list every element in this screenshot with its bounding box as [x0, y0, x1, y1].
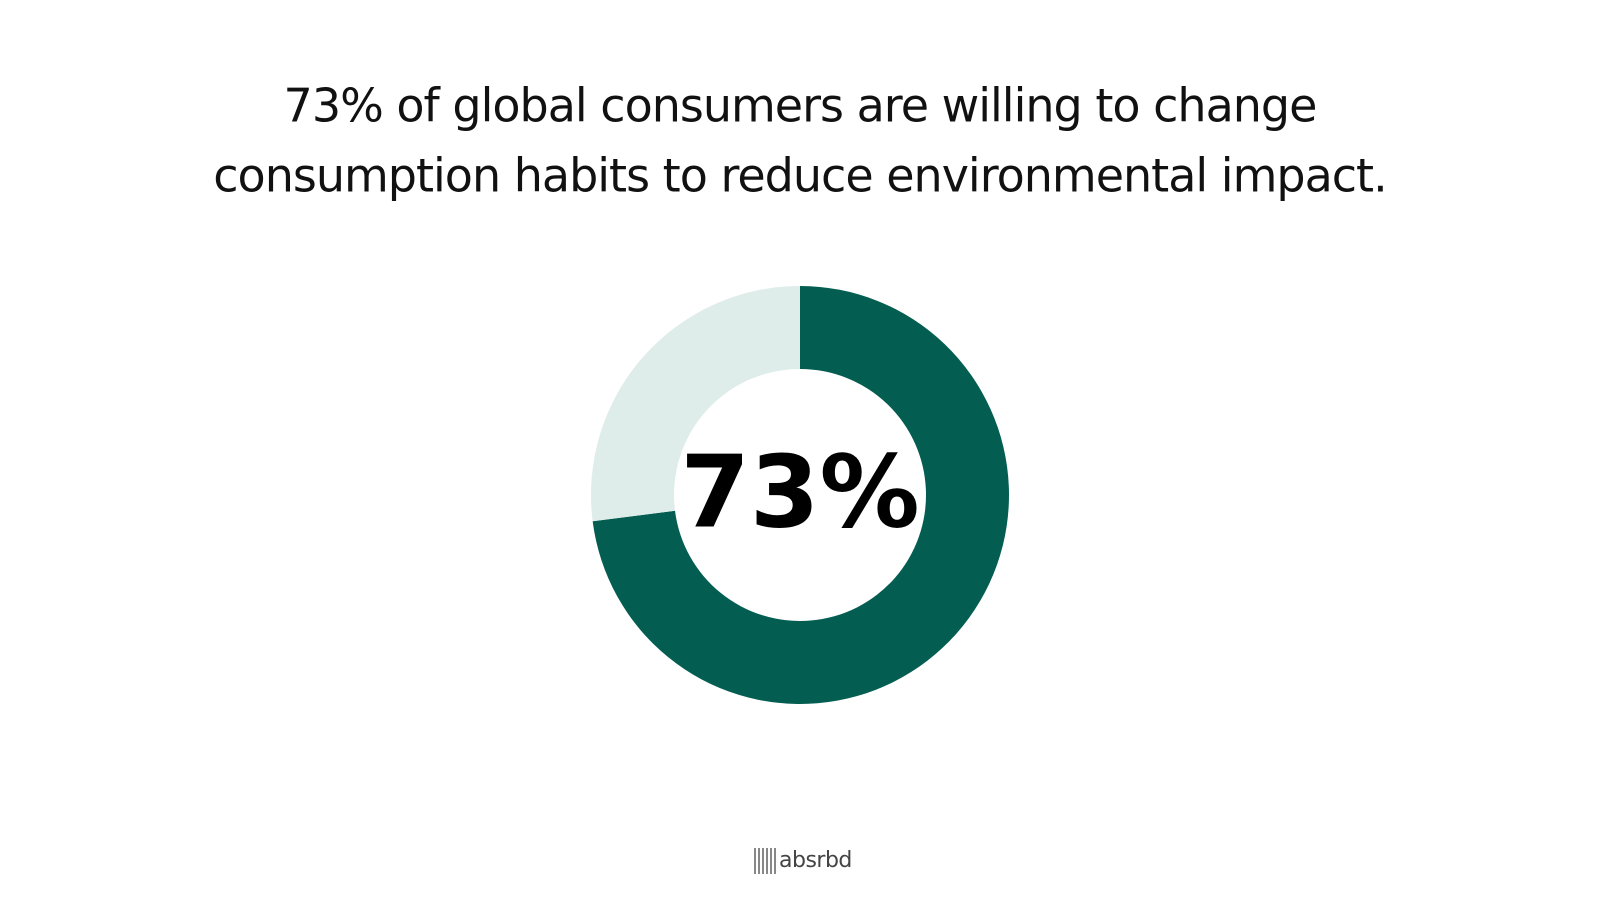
- brand-logo: [754, 848, 776, 874]
- chart-title: consumption habits to reduce environment…: [213, 149, 1386, 203]
- brand-name: absrbd: [779, 848, 852, 873]
- center-label: 73%: [680, 433, 919, 550]
- chart-title: 73% of global consumers are willing to c…: [284, 79, 1317, 133]
- donut-segment: [590, 286, 800, 522]
- donut-segment: [592, 286, 1009, 704]
